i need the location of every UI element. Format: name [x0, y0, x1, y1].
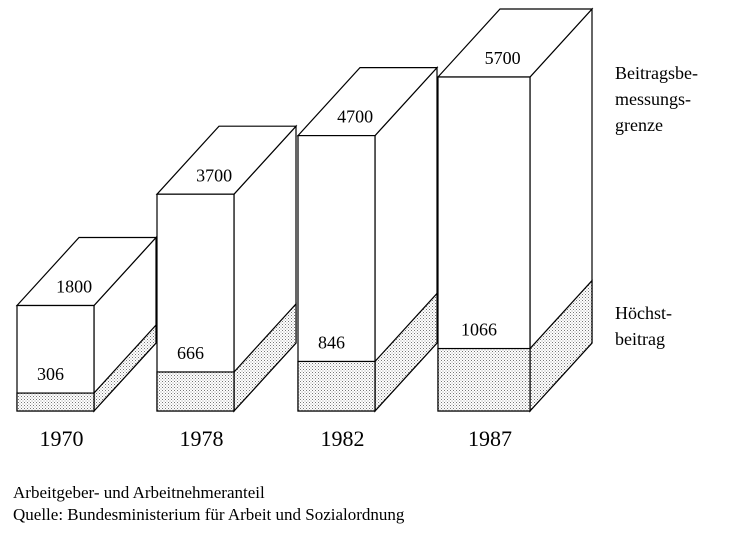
legend-label: Höchst-beitrag: [615, 303, 672, 349]
value-label: 4700: [337, 107, 373, 127]
bar-hatch: [156, 371, 235, 412]
bar-hatch: [297, 360, 376, 412]
value-label: 3700: [196, 165, 232, 185]
x-tick-label: 1978: [180, 426, 224, 451]
x-tick-label: 1982: [321, 426, 365, 451]
value-label: 1066: [461, 320, 497, 340]
value-label: 846: [318, 333, 345, 353]
legend-label: Beitragsbe-messungs-grenze: [615, 63, 698, 135]
note: Arbeitgeber- und Arbeitnehmeranteil: [13, 483, 265, 502]
source: Quelle: Bundesministerium für Arbeit und…: [13, 505, 405, 524]
value-label: 1800: [56, 277, 92, 297]
bar-hatch: [437, 347, 531, 412]
value-label: 5700: [485, 48, 521, 68]
x-tick-label: 1970: [40, 426, 84, 451]
value-label: 666: [177, 343, 204, 363]
x-tick-label: 1987: [468, 426, 512, 451]
bar-hatch: [16, 392, 95, 412]
value-label: 306: [37, 364, 64, 384]
